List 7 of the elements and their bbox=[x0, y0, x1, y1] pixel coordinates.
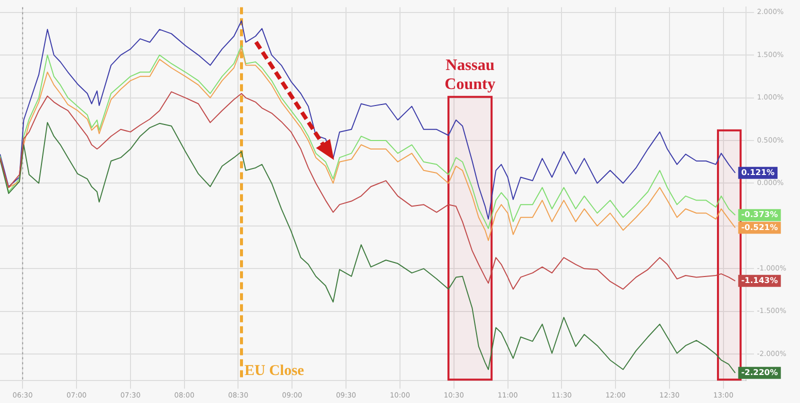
data-label: -0.521% bbox=[741, 222, 778, 232]
data-label: -0.373% bbox=[741, 210, 778, 220]
band-label: Nassau County bbox=[444, 56, 496, 93]
data-label: -1.143% bbox=[741, 276, 778, 285]
data-label: 0.121% bbox=[741, 168, 775, 177]
ref-line-label: EU Close bbox=[244, 362, 304, 379]
data-label: -2.220% bbox=[741, 368, 778, 377]
